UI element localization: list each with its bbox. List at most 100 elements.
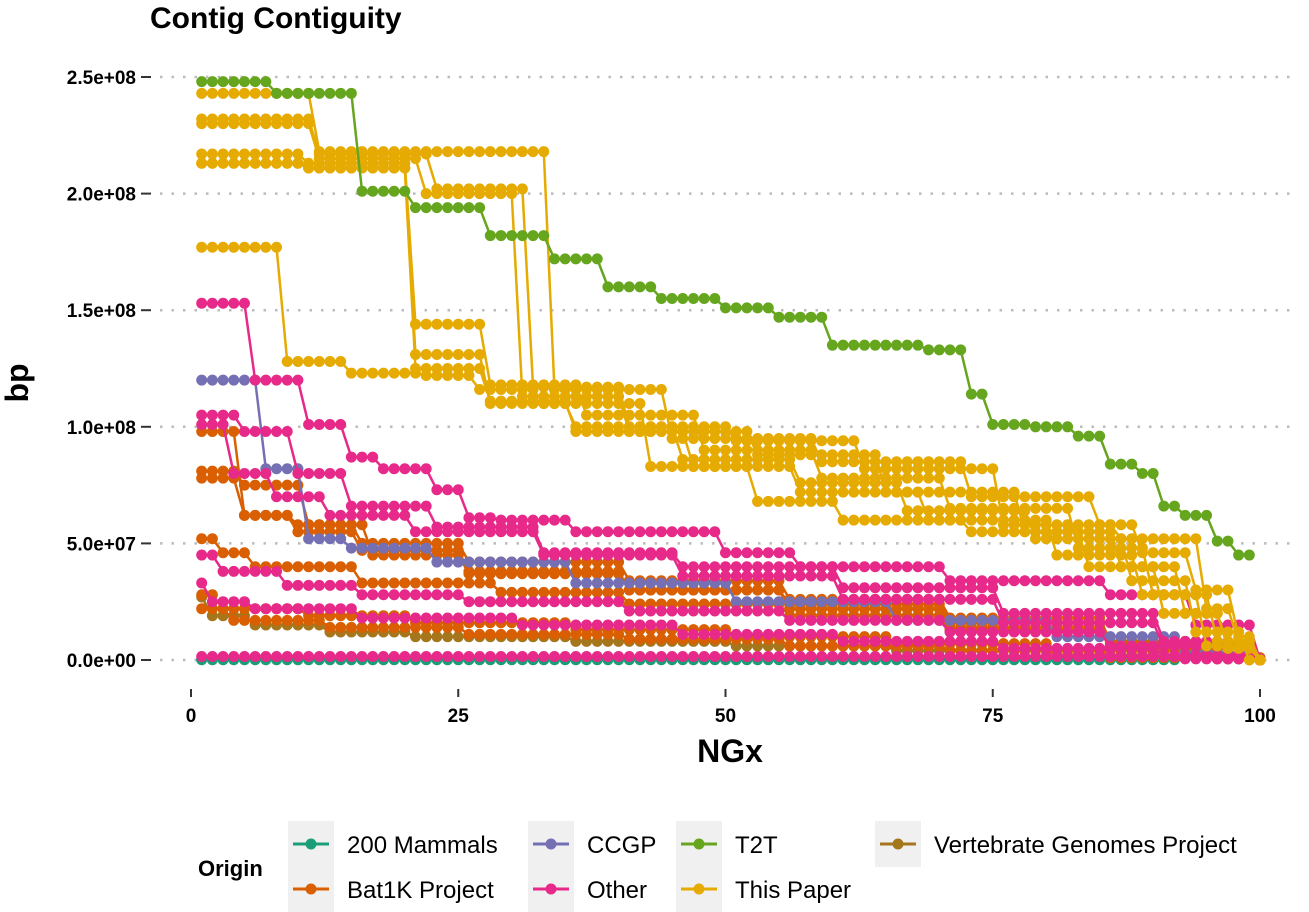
- data-point: [238, 87, 250, 99]
- data-point: [933, 514, 945, 526]
- data-point: [292, 374, 304, 386]
- data-point: [1211, 653, 1223, 665]
- data-point: [281, 509, 293, 521]
- data-point: [858, 339, 870, 351]
- data-point: [752, 570, 764, 582]
- data-point: [623, 526, 635, 538]
- data-point: [794, 651, 806, 663]
- data-point: [217, 596, 229, 608]
- data-point: [762, 628, 774, 640]
- data-point: [891, 477, 903, 489]
- data-point: [303, 533, 315, 545]
- data-point: [388, 621, 400, 633]
- data-point: [1136, 533, 1148, 545]
- data-point: [901, 514, 913, 526]
- data-point: [730, 584, 742, 596]
- data-point: [709, 444, 721, 456]
- data-point: [303, 491, 315, 503]
- data-point: [303, 87, 315, 99]
- data-point: [420, 651, 432, 663]
- data-point: [1040, 651, 1052, 663]
- data-point: [698, 561, 710, 573]
- data-point: [645, 383, 657, 395]
- data-point: [826, 561, 838, 573]
- data-point: [409, 631, 421, 643]
- data-point: [826, 435, 838, 447]
- data-point: [474, 596, 486, 608]
- data-point: [987, 418, 999, 430]
- data-point: [249, 614, 261, 626]
- data-point: [452, 188, 464, 200]
- data-point: [794, 486, 806, 498]
- data-point: [1147, 617, 1159, 629]
- data-point: [591, 549, 603, 561]
- data-point: [463, 612, 475, 624]
- data-point: [581, 425, 593, 437]
- data-point: [452, 556, 464, 568]
- data-point: [687, 628, 699, 640]
- legend: Origin 200 Mammals Bat1K Project CCGP Other…: [198, 821, 1237, 912]
- data-point: [206, 533, 218, 545]
- data-point: [965, 626, 977, 638]
- data-point: [1158, 500, 1170, 512]
- data-point: [634, 651, 646, 663]
- data-point: [976, 593, 988, 605]
- data-point: [1179, 653, 1191, 665]
- data-point: [602, 409, 614, 421]
- data-point: [249, 509, 261, 521]
- data-point: [281, 374, 293, 386]
- data-point: [463, 577, 475, 589]
- data-point: [260, 467, 272, 479]
- data-point: [645, 425, 657, 437]
- data-point: [976, 514, 988, 526]
- data-point: [196, 241, 208, 253]
- data-point: [388, 509, 400, 521]
- data-point: [1136, 467, 1148, 479]
- data-point: [196, 157, 208, 169]
- data-point: [880, 561, 892, 573]
- data-point: [1083, 617, 1095, 629]
- data-point: [826, 614, 838, 626]
- data-point: [1126, 607, 1138, 619]
- legend-label: CCGP: [587, 832, 656, 859]
- data-point: [271, 651, 283, 663]
- data-point: [420, 349, 432, 361]
- data-point: [292, 491, 304, 503]
- data-point: [1179, 547, 1191, 559]
- data-point: [1072, 549, 1084, 561]
- data-point: [452, 202, 464, 214]
- data-point: [666, 425, 678, 437]
- data-point: [484, 596, 496, 608]
- data-point: [741, 547, 753, 559]
- data-point: [965, 463, 977, 475]
- data-point: [997, 486, 1009, 498]
- data-point: [1072, 607, 1084, 619]
- data-point: [367, 577, 379, 589]
- data-point: [698, 628, 710, 640]
- data-point: [516, 619, 528, 631]
- legend-key-point: [693, 883, 705, 895]
- data-point: [420, 202, 432, 214]
- data-point: [345, 603, 357, 615]
- data-point: [292, 614, 304, 626]
- data-point: [452, 146, 464, 158]
- data-point: [816, 596, 828, 608]
- data-point: [559, 586, 571, 598]
- data-point: [837, 514, 849, 526]
- data-point: [1136, 589, 1148, 601]
- data-point: [260, 148, 272, 160]
- data-point: [762, 561, 774, 573]
- data-point: [955, 626, 967, 638]
- data-point: [377, 162, 389, 174]
- data-point: [420, 631, 432, 643]
- data-point: [238, 614, 250, 626]
- data-point: [858, 449, 870, 461]
- data-point: [463, 628, 475, 640]
- data-point: [377, 367, 389, 379]
- data-point: [762, 570, 774, 582]
- data-point: [730, 547, 742, 559]
- data-point: [206, 148, 218, 160]
- data-point: [217, 374, 229, 386]
- x-tick-label: 25: [448, 706, 470, 727]
- data-point: [527, 596, 539, 608]
